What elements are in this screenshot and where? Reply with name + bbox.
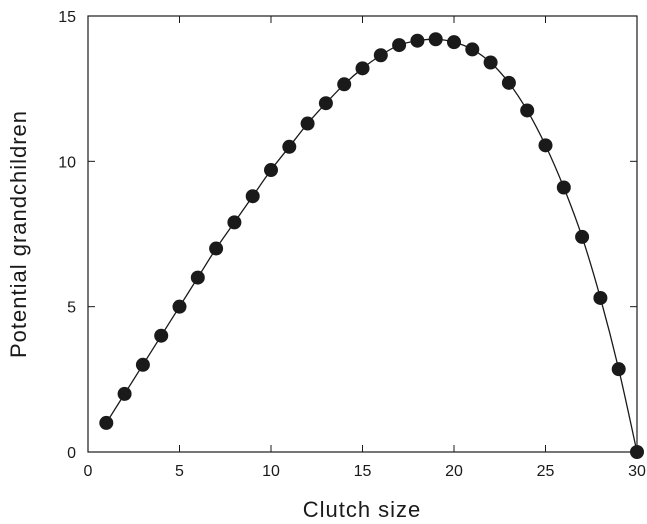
data-point-3 <box>135 357 150 372</box>
x-tick-label-4: 20 <box>445 463 463 480</box>
data-point-2 <box>117 386 132 401</box>
x-tick-label-3: 15 <box>354 463 372 480</box>
data-point-5 <box>172 299 187 314</box>
data-point-10 <box>264 163 278 178</box>
y-tick-label-1: 5 <box>67 300 76 317</box>
tick-labels: 0 5 10 15 20 25 30 0 5 10 15 <box>58 9 646 480</box>
data-point-25 <box>538 138 553 153</box>
data-point-4 <box>154 328 169 343</box>
data-point-19 <box>428 32 443 47</box>
data-point-27 <box>575 229 590 244</box>
x-tick-label-0: 0 <box>84 463 93 480</box>
x-tick-label-2: 10 <box>262 463 280 480</box>
data-point-24 <box>520 103 535 118</box>
data-point-16 <box>373 48 388 63</box>
data-point-7 <box>209 241 224 256</box>
plot-frame <box>87 15 638 453</box>
ticks <box>87 15 638 453</box>
data-point-28 <box>593 290 608 305</box>
x-tick-label-5: 25 <box>537 463 555 480</box>
data-point-1 <box>99 415 114 430</box>
data-point-21 <box>465 42 480 57</box>
data-point-18 <box>410 33 425 48</box>
series-curve <box>105 38 638 453</box>
data-point-23 <box>501 75 516 90</box>
y-tick-label-2: 10 <box>58 154 76 171</box>
data-point-8 <box>227 215 242 230</box>
data-point-13 <box>318 96 333 111</box>
x-tick-label-6: 30 <box>628 463 646 480</box>
data-point-11 <box>282 139 297 154</box>
data-point-6 <box>190 270 205 285</box>
data-point-20 <box>447 35 461 50</box>
data-point-14 <box>337 77 352 92</box>
y-axis-title: Potential grandchildren <box>6 110 31 358</box>
data-point-29 <box>611 362 626 377</box>
y-tick-label-0: 0 <box>67 445 76 462</box>
data-point-22 <box>483 55 498 70</box>
data-point-15 <box>355 61 370 76</box>
data-point-30 <box>630 445 644 459</box>
data-points <box>99 32 644 459</box>
y-tick-label-3: 15 <box>58 9 76 26</box>
x-axis-title: Clutch size <box>303 497 422 522</box>
data-point-12 <box>300 116 315 131</box>
data-point-17 <box>392 38 407 53</box>
data-point-9 <box>245 189 260 204</box>
data-point-26 <box>556 180 571 195</box>
x-tick-label-1: 5 <box>175 463 184 480</box>
